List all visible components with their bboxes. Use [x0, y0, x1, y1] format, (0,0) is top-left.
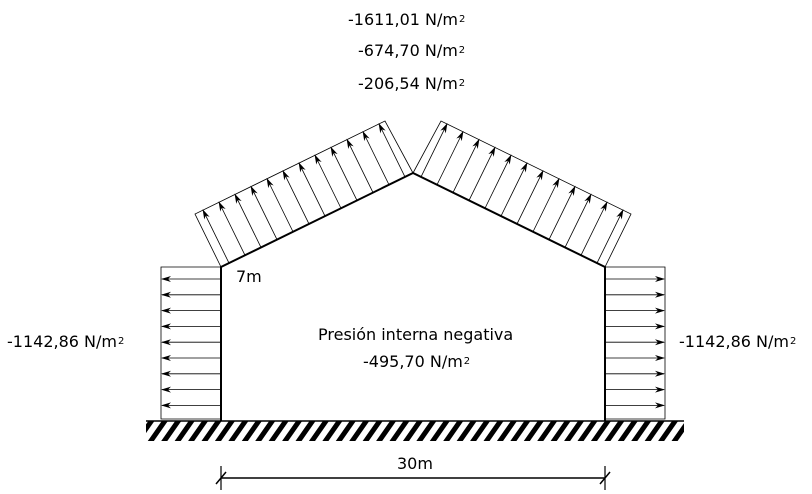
right-wall-pressure: -1142,86 N/m2: [679, 332, 797, 351]
right-roof-arrow: [564, 193, 592, 248]
left-wall-pressure: -1142,86 N/m2: [7, 332, 125, 351]
left-roof-arrow: [282, 170, 310, 225]
left-roof-arrow: [234, 193, 262, 248]
right-roof-arrow: [420, 123, 448, 178]
roof-pressure-1: -1611,01 N/m2: [348, 10, 466, 29]
left-roof-arrow: [314, 154, 342, 209]
right-roof-arrow: [596, 209, 624, 264]
left-roof-arrow: [266, 177, 294, 232]
right-roof-arrow: [532, 177, 560, 232]
right-roof-arrow: [468, 146, 496, 201]
left-wall-load-area: [160, 266, 222, 420]
left-roof-arrow: [362, 130, 390, 185]
roof-pressure-2: -674,70 N/m2: [358, 41, 466, 60]
left-roof-arrow: [202, 209, 230, 264]
right-roof-arrow: [452, 138, 480, 193]
right-roof-arrow: [500, 162, 528, 217]
right-roof-arrow: [484, 154, 512, 209]
internal-pressure-title: Presión interna negativa: [318, 325, 514, 344]
left-roof-arrow: [378, 123, 406, 178]
width-label: 30m: [397, 454, 433, 473]
right-wall-load-area: [604, 266, 666, 420]
right-roof-arrow: [436, 130, 464, 185]
left-roof-arrow: [218, 201, 246, 256]
left-roof-arrow: [298, 162, 326, 217]
left-roof-arrow: [250, 185, 278, 240]
ground-hatch: [146, 421, 684, 441]
dimension-tick-right: [599, 471, 611, 485]
left-roof-arrow: [346, 138, 374, 193]
left-roof-load-area: [194, 120, 414, 268]
right-roof-arrow: [548, 185, 576, 240]
right-roof-arrow: [516, 170, 544, 225]
load-arrows: [161, 123, 665, 409]
left-roof-arrow: [330, 146, 358, 201]
roof-pressure-3: -206,54 N/m2: [358, 74, 466, 93]
building-outline: [220, 171, 606, 421]
right-roof-load-area: [412, 120, 632, 268]
height-label: 7m: [236, 267, 262, 286]
right-roof-arrow: [580, 201, 608, 256]
dimension-tick-left: [215, 471, 227, 485]
internal-pressure-value: -495,70 N/m2: [363, 352, 471, 371]
